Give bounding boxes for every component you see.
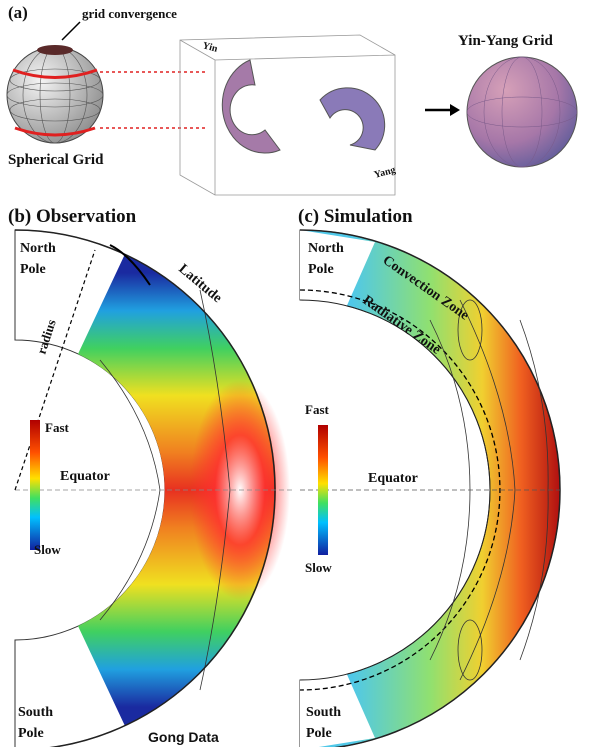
equator-label: Equator (60, 469, 110, 484)
arrow-head (450, 104, 460, 116)
fast-label: Fast (305, 402, 330, 417)
spherical-grid (7, 45, 103, 143)
yang-label: Yang (373, 165, 397, 181)
arrow (100, 72, 205, 128)
color-bar (30, 420, 40, 550)
south-pole: Pole (306, 726, 332, 741)
fast-label: Fast (45, 420, 70, 435)
yin-label: Yin (201, 40, 219, 55)
figure: (a) grid convergence Spherical Grid Yin … (0, 0, 595, 747)
equator-label: Equator (368, 471, 418, 486)
arrow (62, 22, 80, 40)
south-pole: South (306, 705, 341, 720)
south-pole: South (18, 705, 53, 720)
panel-label: (a) (8, 3, 28, 22)
annotation: grid convergence (82, 6, 177, 21)
north-pole: North (20, 241, 56, 256)
north-pole: North (308, 241, 344, 256)
panel-label: (c) Simulation (298, 206, 413, 227)
caption: Spherical Grid (8, 152, 104, 168)
yang-patch (320, 88, 385, 150)
yin-patch (222, 60, 280, 153)
source-label: Gong Data (148, 729, 219, 745)
color-bar (318, 425, 328, 555)
north-pole: Pole (308, 262, 334, 277)
observation-plot (15, 230, 295, 747)
simulation-plot (300, 230, 560, 747)
panel-label: (b) Observation (8, 206, 137, 227)
south-pole: Pole (18, 726, 44, 741)
caption: Yin-Yang Grid (458, 33, 554, 49)
slow-label: Slow (305, 560, 332, 575)
yin-yang-sphere (467, 57, 577, 167)
north-pole: Pole (20, 262, 46, 277)
slow-label: Slow (34, 542, 61, 557)
